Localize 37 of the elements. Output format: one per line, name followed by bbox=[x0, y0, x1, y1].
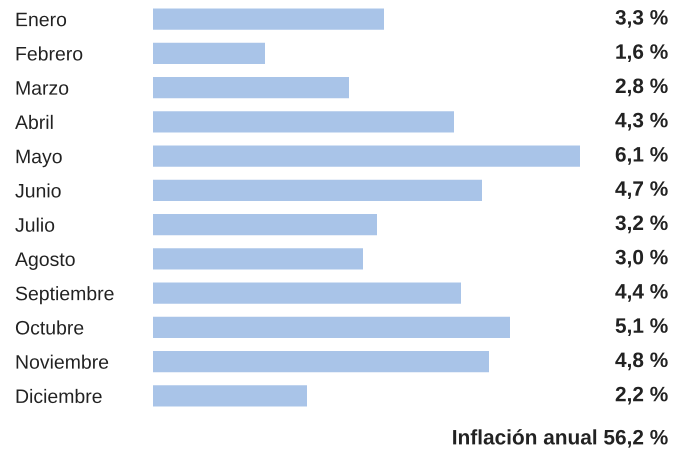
bar bbox=[153, 77, 349, 98]
text: Inflación anual 56,2 % bbox=[453, 429, 668, 448]
y-tick-label: Enero bbox=[16, 12, 66, 26]
data-label: 6,1 % bbox=[616, 146, 668, 165]
bar bbox=[153, 42, 265, 64]
data-label: 4,3 % bbox=[615, 112, 668, 130]
y-tick-label: Octubre bbox=[16, 320, 84, 335]
bar bbox=[153, 385, 307, 406]
y-tick-label: Agosto bbox=[15, 252, 75, 270]
y-tick-label: Julio bbox=[15, 218, 54, 232]
data-label: 2,8 % bbox=[616, 78, 668, 96]
y-tick-label: Febrero bbox=[16, 46, 82, 61]
data-label: 4,4 % bbox=[615, 284, 668, 302]
y-tick-label: Noviembre bbox=[16, 354, 108, 369]
bar bbox=[153, 214, 377, 236]
data-label: 4,7 % bbox=[615, 181, 668, 199]
bar bbox=[153, 8, 384, 30]
y-tick-label: Diciembre bbox=[16, 388, 102, 404]
y-tick-label: Mayo bbox=[16, 150, 62, 168]
data-label: 5,1 % bbox=[616, 318, 668, 336]
data-label: 1,6 % bbox=[616, 44, 668, 62]
bar bbox=[153, 180, 482, 201]
data-label: 2,2 % bbox=[616, 386, 668, 404]
bar bbox=[153, 146, 580, 167]
data-label: 4,8 % bbox=[615, 352, 668, 370]
y-tick-label: Septiembre bbox=[16, 286, 114, 304]
y-tick-label: Marzo bbox=[16, 81, 68, 95]
y-tick-label: Junio bbox=[15, 183, 61, 198]
bar bbox=[153, 248, 363, 270]
data-label: 3,2 % bbox=[615, 215, 668, 234]
bar bbox=[153, 351, 489, 372]
data-label: 3,0 % bbox=[615, 250, 668, 268]
bar bbox=[153, 111, 454, 132]
y-tick-label: Abril bbox=[15, 114, 53, 130]
bar bbox=[153, 282, 461, 304]
bar bbox=[153, 316, 510, 338]
data-label: 3,3 % bbox=[615, 10, 668, 28]
